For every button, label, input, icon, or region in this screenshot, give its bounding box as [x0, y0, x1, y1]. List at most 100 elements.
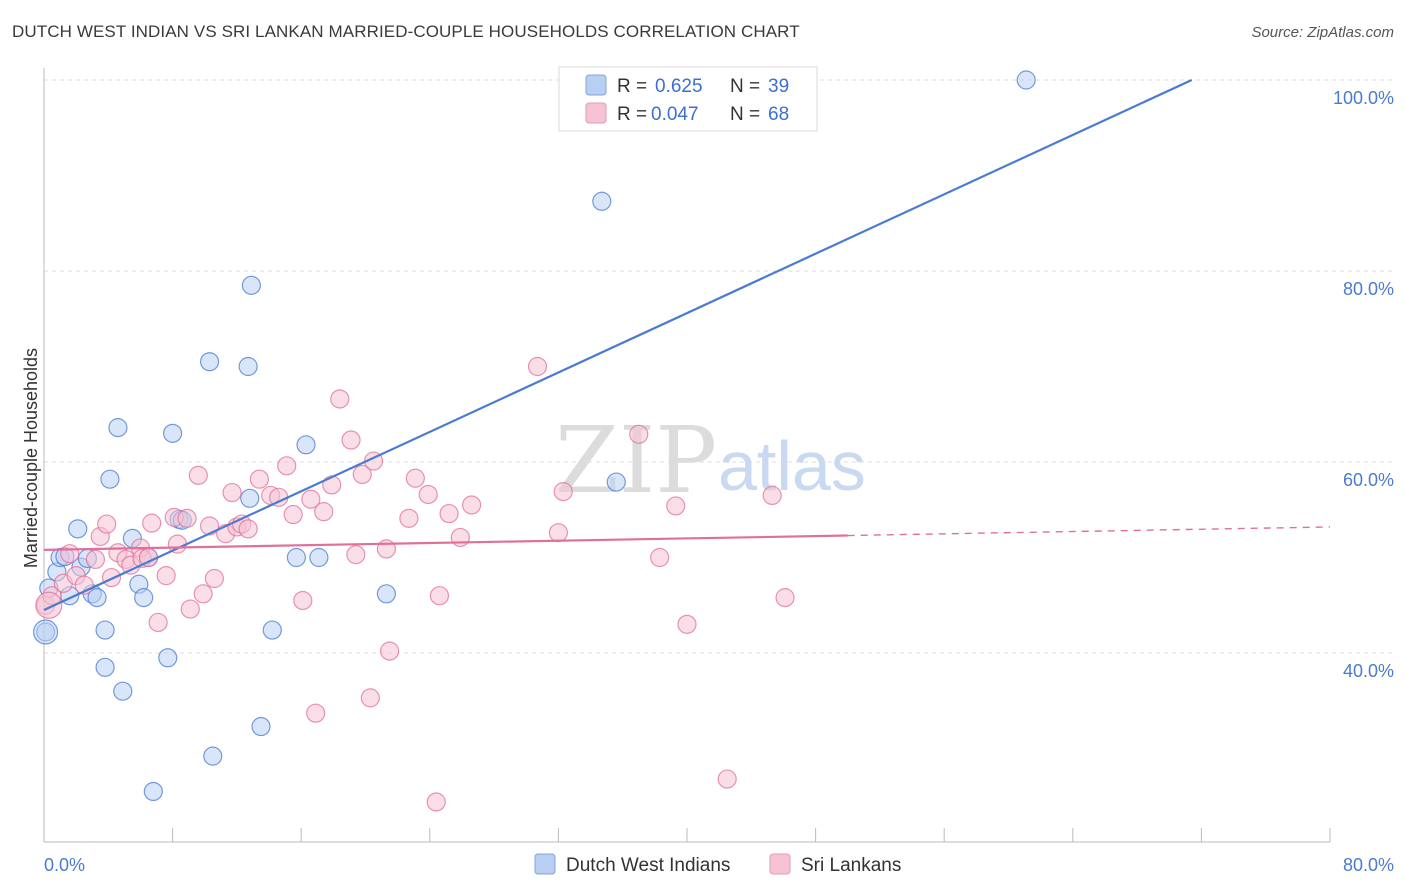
point-sri-lankan [322, 475, 342, 495]
trend-line-srilankan-extension [847, 526, 1331, 537]
stats-legend: R = 0.625 N = 39 R = 0.047 N = 68 [558, 66, 818, 132]
point-sri-lankan [762, 485, 782, 506]
point-sri-lankan [148, 612, 168, 633]
data-points [33, 70, 1036, 812]
source-credit: Source: ZipAtlas.com [1251, 24, 1394, 41]
point-dutch-west-indian [158, 648, 178, 668]
point-sri-lankan [97, 514, 117, 534]
point-dutch-west-indian [606, 472, 626, 492]
x-tick-min: 0.0% [44, 855, 85, 875]
point-sri-lankan [666, 496, 686, 516]
trend-line-srilankan [43, 534, 848, 551]
point-dutch-west-indian [286, 547, 306, 568]
y-tick-label-100: 100.0% [1333, 88, 1394, 108]
y-axis-label: Married-couple Households [21, 348, 41, 568]
point-sri-lankan [548, 523, 569, 543]
point-dutch-west-indian [203, 746, 223, 766]
point-dutch-west-indian [262, 620, 282, 640]
point-dutch-west-indian [68, 519, 88, 539]
point-dutch-west-indian [1016, 70, 1036, 90]
point-dutch-west-indian [113, 681, 133, 701]
point-dutch-west-indian [100, 469, 120, 489]
point-sri-lankan [677, 614, 697, 634]
point-sri-lankan [341, 430, 361, 450]
point-sri-lankan [188, 465, 208, 485]
point-dutch-west-indian [33, 619, 59, 645]
point-sri-lankan [314, 502, 334, 522]
chart-title: DUTCH WEST INDIAN VS SRI LANKAN MARRIED-… [12, 22, 800, 41]
point-sri-lankan [717, 769, 737, 789]
bottom-swatch-srilankan [769, 853, 791, 875]
y-tick-label-40: 40.0% [1343, 661, 1394, 681]
point-dutch-west-indian [143, 781, 163, 802]
legend-n-value-1: 39 [768, 76, 789, 97]
point-sri-lankan [418, 484, 438, 505]
series-legend: Dutch West Indians Sri Lankans [534, 853, 901, 876]
legend-n-label-1: N = [730, 76, 760, 97]
point-sri-lankan [306, 703, 326, 723]
watermark-zip: ZIP [555, 407, 717, 514]
legend-n-value-2: 68 [768, 104, 789, 125]
point-dutch-west-indian [240, 488, 260, 508]
y-tick-label-60: 60.0% [1343, 470, 1394, 490]
legend-n-label-2: N = [730, 104, 760, 125]
point-dutch-west-indian [238, 356, 258, 377]
legend-r-value-2: 0.047 [651, 104, 699, 125]
point-sri-lankan [35, 591, 63, 619]
y-tick-labels: 40.0% 60.0% 80.0% 100.0% [1333, 88, 1394, 681]
point-sri-lankan [199, 516, 220, 536]
point-sri-lankan [238, 519, 258, 539]
point-sri-lankan [399, 508, 419, 528]
point-dutch-west-indian [163, 423, 183, 443]
point-sri-lankan [439, 503, 459, 524]
legend-r-label-1: R = [617, 76, 647, 97]
y-tick-label-80: 80.0% [1343, 279, 1394, 299]
legend-r-label-2: R = [617, 104, 647, 125]
point-dutch-west-indian [108, 418, 128, 438]
point-dutch-west-indian [309, 547, 329, 568]
point-sri-lankan [426, 792, 446, 812]
point-sri-lankan [346, 545, 366, 565]
point-sri-lankan [277, 456, 297, 476]
point-sri-lankan [450, 527, 470, 548]
point-dutch-west-indian [87, 588, 107, 608]
point-sri-lankan [293, 590, 313, 611]
point-dutch-west-indian [296, 435, 316, 455]
bottom-legend-dutch: Dutch West Indians [566, 855, 730, 876]
legend-swatch-dutch [585, 74, 607, 96]
bottom-legend-srilankan: Sri Lankans [801, 855, 901, 876]
watermark: ZIP atlas [555, 407, 866, 514]
bottom-swatch-dutch [534, 853, 556, 875]
point-sri-lankan [193, 584, 213, 604]
point-dutch-west-indian [376, 584, 396, 604]
point-dutch-west-indian [241, 275, 261, 295]
x-tick-max: 80.0% [1343, 855, 1394, 875]
point-dutch-west-indian [95, 620, 115, 640]
point-sri-lankan [380, 641, 400, 661]
point-sri-lankan [461, 495, 482, 515]
point-sri-lankan [527, 356, 548, 377]
point-dutch-west-indian [95, 657, 115, 677]
point-sri-lankan [156, 566, 176, 586]
point-sri-lankan [553, 482, 573, 502]
legend-r-value-1: 0.625 [655, 76, 703, 97]
point-sri-lankan [85, 549, 106, 570]
trend-lines [43, 79, 1331, 612]
point-dutch-west-indian [134, 588, 154, 608]
point-sri-lankan [177, 508, 197, 528]
watermark-atlas: atlas [718, 427, 866, 505]
legend-swatch-srilankan [585, 102, 607, 124]
point-sri-lankan [60, 544, 80, 564]
point-sri-lankan [249, 469, 270, 489]
point-sri-lankan [429, 586, 450, 606]
point-sri-lankan [360, 688, 380, 708]
point-dutch-west-indian [592, 191, 612, 211]
point-sri-lankan [330, 389, 350, 409]
point-sri-lankan [142, 513, 162, 533]
point-sri-lankan [775, 588, 795, 608]
point-sri-lankan [650, 547, 670, 568]
point-sri-lankan [283, 504, 303, 525]
point-sri-lankan [352, 464, 372, 485]
point-sri-lankan [101, 567, 122, 588]
